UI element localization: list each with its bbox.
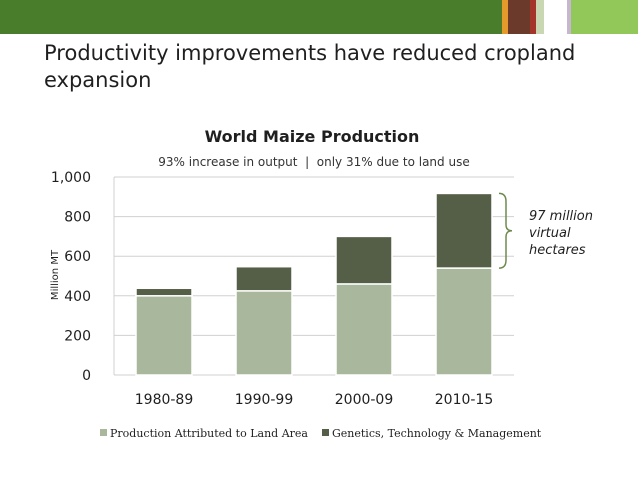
bar-land-area <box>235 290 293 376</box>
bar-genetics <box>135 287 193 297</box>
legend-swatch <box>322 429 329 436</box>
chart-subtitle: 93% increase in output | only 31% due to… <box>158 155 469 169</box>
header-stripe <box>508 0 530 34</box>
y-axis-label: Million MT <box>50 249 61 300</box>
bar-land-area <box>135 295 193 376</box>
chart-title: World Maize Production <box>205 127 420 146</box>
header-stripe <box>571 0 638 34</box>
x-tick-label: 1990-99 <box>235 392 294 408</box>
bar-genetics <box>435 192 493 269</box>
y-tick-label: 200 <box>64 328 91 344</box>
x-tick-label: 2010-15 <box>435 392 494 408</box>
y-tick-label: 0 <box>82 368 91 384</box>
annotation-text: hectares <box>529 243 586 258</box>
bar-land-area <box>435 267 493 376</box>
header-stripe <box>530 0 536 34</box>
bar-land-area <box>335 283 393 376</box>
annotation-text: 97 million <box>529 209 593 224</box>
header-stripe <box>567 0 571 34</box>
header-stripe <box>544 0 567 34</box>
bar-genetics <box>235 265 293 292</box>
x-tick-label: 2000-09 <box>335 392 394 408</box>
header-stripe <box>502 0 508 34</box>
y-tick-label: 400 <box>64 289 91 305</box>
legend-label: Production Attributed to Land Area <box>110 427 308 440</box>
slide-title: Productivity improvements have reduced c… <box>44 41 576 92</box>
bar-genetics <box>335 235 393 285</box>
legend-swatch <box>100 429 107 436</box>
annotation-bracket <box>498 192 513 269</box>
y-tick-label: 1,000 <box>51 170 91 186</box>
header-stripe <box>536 0 544 34</box>
y-tick-label: 800 <box>64 210 91 226</box>
y-tick-label: 600 <box>64 249 91 265</box>
legend-label: Genetics, Technology & Management <box>332 427 542 440</box>
x-tick-label: 1980-89 <box>135 392 194 408</box>
annotation-text: virtual <box>529 226 571 241</box>
